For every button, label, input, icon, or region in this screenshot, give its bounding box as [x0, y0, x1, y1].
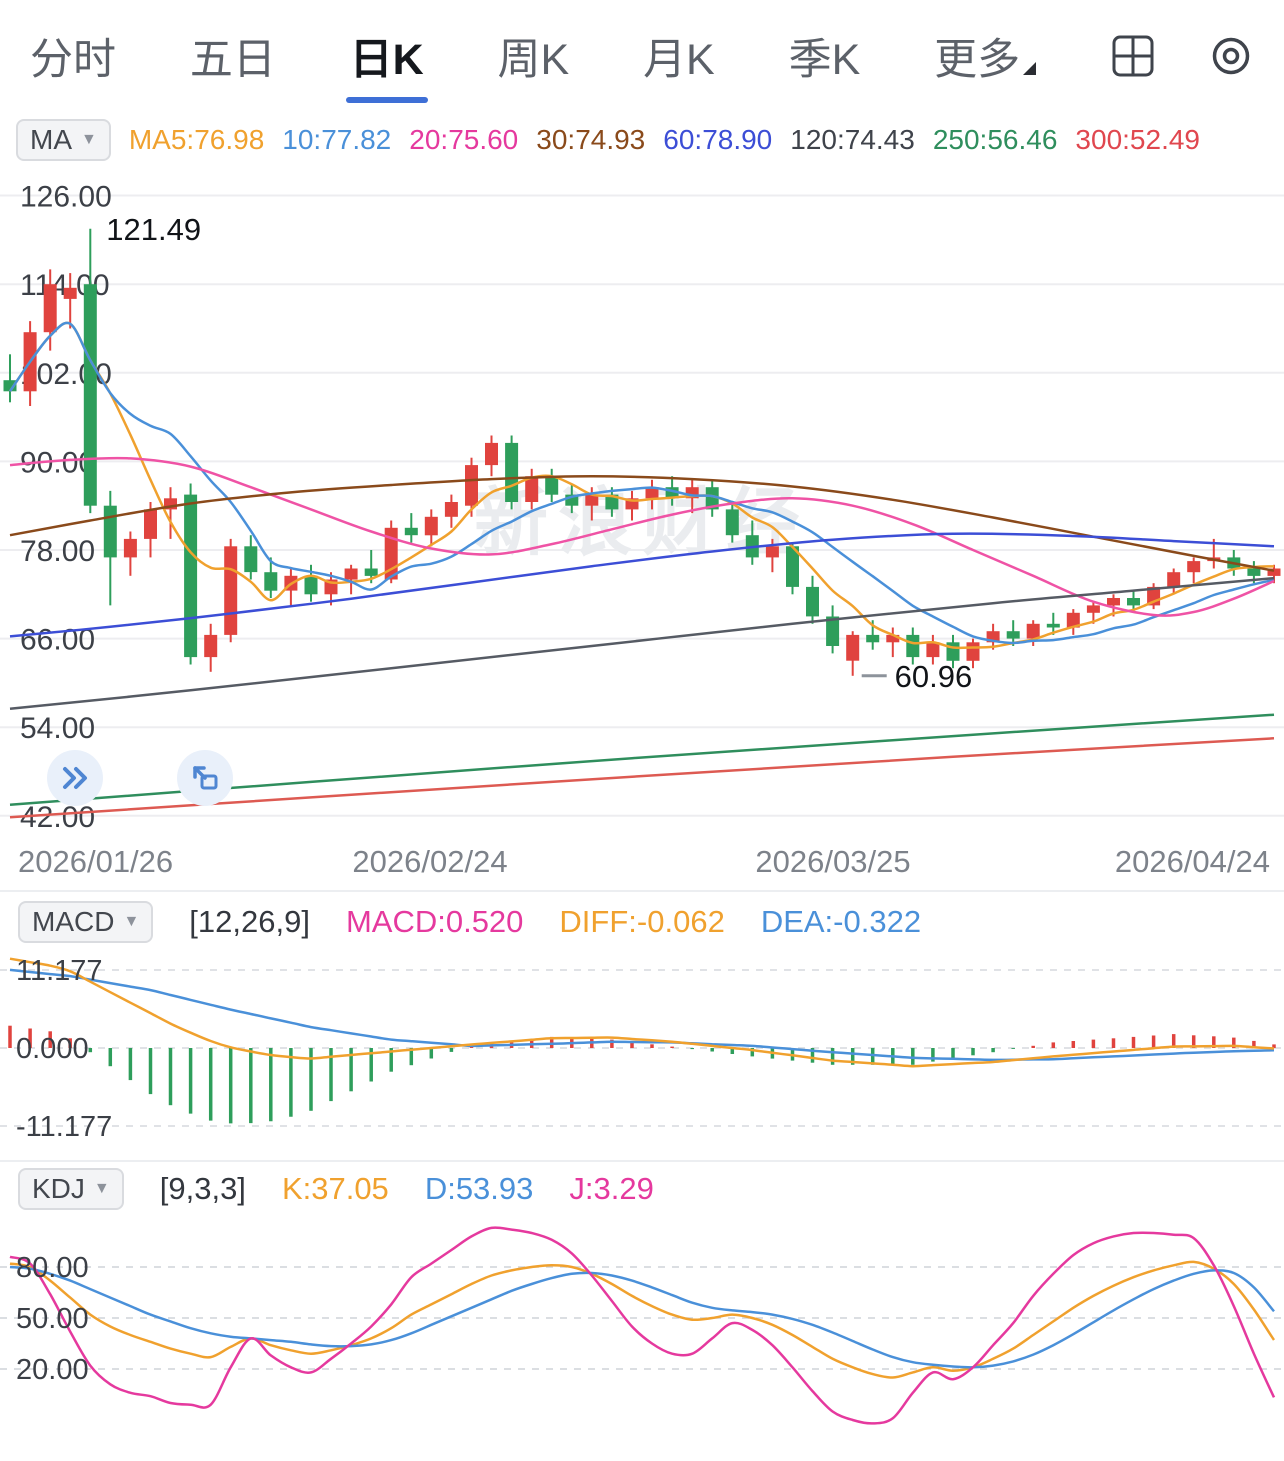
svg-text:11.177: 11.177	[16, 955, 103, 987]
tabbar-icon-group	[1110, 33, 1254, 79]
macd-selector[interactable]: MACD ▼	[18, 901, 154, 943]
x-axis-label: 2026/02/24	[352, 844, 508, 879]
kdj-params: [9,3,3]	[159, 1170, 246, 1206]
candlestick-chart[interactable]: 新浪财经 126.00 114.00 102.00 90.00 78.00 66.00 54.…	[0, 166, 1284, 838]
x-axis-label: 2026/03/25	[755, 844, 911, 879]
svg-text:126.00: 126.00	[20, 181, 112, 214]
svg-text:78.00: 78.00	[20, 535, 95, 568]
diff-value: DIFF:-0.062	[559, 904, 725, 939]
expand-icon	[193, 766, 218, 790]
macd-selector-label: MACD	[32, 906, 115, 937]
chevron-down-icon: ▼	[123, 913, 140, 930]
ma250-value: 250:56.46	[932, 124, 1058, 155]
chevron-down-icon: ▼	[93, 1179, 110, 1197]
fullscreen-button[interactable]	[177, 750, 233, 806]
tab-daily-k-label: 日K	[349, 36, 424, 84]
svg-text:60.96: 60.96	[895, 659, 973, 694]
tab-more[interactable]: 更多	[934, 0, 1037, 112]
ma-selector-label: MA	[30, 124, 72, 155]
svg-text:54.00: 54.00	[20, 712, 95, 745]
ma60-value: 60:78.90	[663, 124, 773, 155]
ma10-value: 10:77.82	[282, 124, 392, 155]
macd-chart[interactable]: 11.177 0.000 -11.177	[0, 952, 1284, 1152]
tab-time-sharing[interactable]: 分时	[30, 36, 116, 84]
ma30-value: 30:74.93	[536, 124, 646, 155]
kdj-selector-label: KDJ	[32, 1172, 85, 1204]
ma300-value: 300:52.49	[1075, 124, 1200, 155]
d-value: D:53.93	[424, 1170, 534, 1206]
tab-monthly-k[interactable]: 月K	[643, 36, 715, 84]
svg-text:42.00: 42.00	[20, 801, 95, 834]
x-axis-label: 2026/04/24	[1114, 844, 1270, 879]
tab-five-day[interactable]: 五日	[189, 36, 276, 84]
ma120-value: 120:74.43	[790, 124, 915, 155]
kdj-indicator-row: KDJ ▼ [9,3,3] K:37.05 D:53.93 J:3.29	[0, 1160, 1284, 1215]
x-axis-labels: 2026/01/26 2026/02/24 2026/03/25 2026/04…	[0, 838, 1284, 890]
j-value: J:3.29	[569, 1170, 654, 1206]
dea-value: DEA:-0.322	[760, 904, 922, 939]
svg-text:80.00: 80.00	[16, 1252, 89, 1284]
svg-text:50.00: 50.00	[16, 1303, 89, 1335]
ma5-value: MA5:76.98	[128, 124, 265, 155]
macd-params: [12,26,9]	[189, 904, 310, 939]
svg-text:121.49: 121.49	[106, 212, 201, 247]
target-icon[interactable]	[1208, 33, 1254, 79]
ma20-value: 20:75.60	[409, 124, 519, 155]
tab-daily-k[interactable]: 日K	[345, 0, 428, 112]
chevron-down-icon: ▼	[81, 131, 97, 148]
tab-quarterly-k[interactable]: 季K	[788, 36, 861, 84]
tab-more-label: 更多	[934, 36, 1021, 84]
macd-indicator-row: MACD ▼ [12,26,9] MACD:0.520 DIFF:-0.062 …	[0, 890, 1284, 952]
corner-triangle-icon	[1023, 61, 1037, 75]
macd-value: MACD:0.520	[345, 904, 524, 939]
svg-text:-11.177: -11.177	[16, 1111, 112, 1143]
fast-forward-button[interactable]	[47, 750, 103, 806]
kdj-chart[interactable]: 80.00 50.00 20.00	[0, 1215, 1284, 1461]
tab-weekly-k[interactable]: 周K	[497, 36, 570, 84]
kdj-selector[interactable]: KDJ ▼	[18, 1167, 124, 1210]
ma-selector[interactable]: MA ▼	[16, 119, 111, 161]
ma-indicator-row: MA ▼ MA5:76.98 10:77.82 20:75.60 30:74.9…	[0, 112, 1284, 168]
k-value: K:37.05	[281, 1170, 389, 1206]
svg-text:20.00: 20.00	[16, 1354, 89, 1386]
tab-bar: 分时 五日 日K 周K 月K 季K 更多	[0, 0, 1284, 112]
double-chevron-right-icon	[63, 767, 87, 789]
x-axis-label: 2026/01/26	[18, 844, 174, 879]
grid-layout-icon[interactable]	[1110, 33, 1156, 79]
svg-text:0.000: 0.000	[16, 1033, 89, 1065]
